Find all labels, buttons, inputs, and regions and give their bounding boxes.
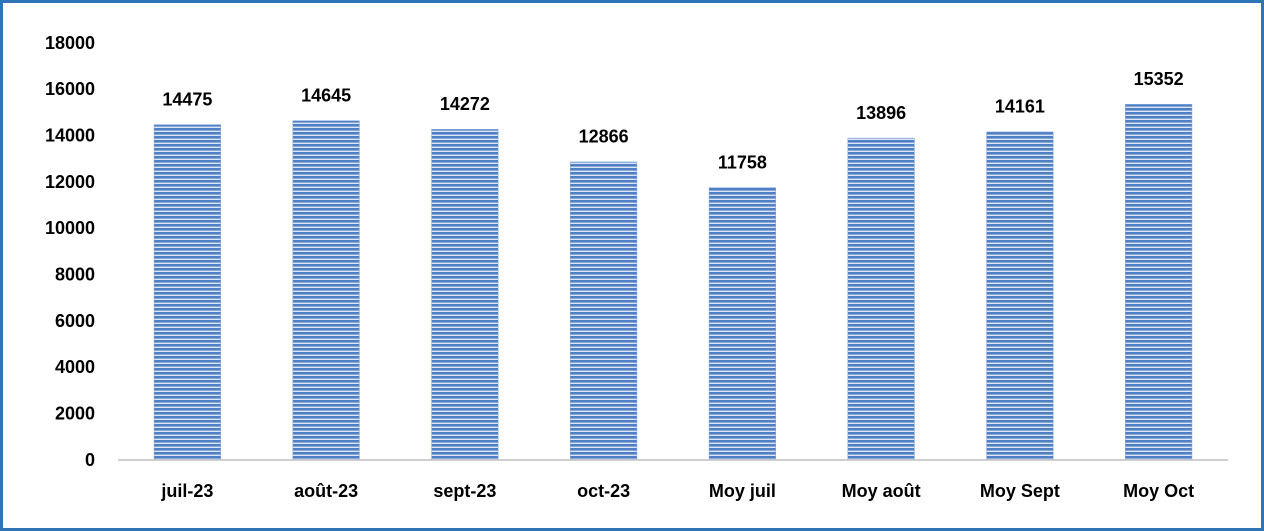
bar <box>292 120 360 461</box>
bar <box>708 187 776 461</box>
y-tick-label: 2000 <box>55 403 95 423</box>
y-tick-label: 14000 <box>45 125 95 145</box>
bar <box>570 161 638 461</box>
y-tick-label: 0 <box>85 450 95 470</box>
y-tick-label: 10000 <box>45 218 95 238</box>
bar <box>986 131 1054 461</box>
x-tick-label: août-23 <box>294 481 358 501</box>
y-tick-label: 16000 <box>45 79 95 99</box>
data-label: 13896 <box>856 103 906 123</box>
data-label: 14645 <box>301 85 351 105</box>
y-tick-label: 6000 <box>55 311 95 331</box>
bar <box>1125 104 1193 461</box>
x-tick-label: sept-23 <box>433 481 496 501</box>
y-tick-label: 12000 <box>45 172 95 192</box>
data-label: 11758 <box>718 152 767 172</box>
x-tick-label: Moy Oct <box>1123 481 1194 501</box>
y-tick-label: 18000 <box>45 33 95 53</box>
x-tick-label: Moy Sept <box>980 481 1060 501</box>
bar <box>847 137 915 461</box>
bar <box>431 129 499 461</box>
data-label: 12866 <box>579 127 629 147</box>
x-tick-label: Moy août <box>842 481 921 501</box>
y-tick-label: 8000 <box>55 264 95 284</box>
x-tick-label: Moy juil <box>709 481 776 501</box>
x-tick-label: oct-23 <box>577 481 630 501</box>
x-tick-label: juil-23 <box>160 481 213 501</box>
bar <box>153 124 221 461</box>
data-label: 14161 <box>995 97 1045 117</box>
data-label: 14272 <box>440 94 490 114</box>
data-label: 15352 <box>1134 69 1184 89</box>
y-tick-label: 4000 <box>55 357 95 377</box>
data-label: 14475 <box>162 89 212 109</box>
